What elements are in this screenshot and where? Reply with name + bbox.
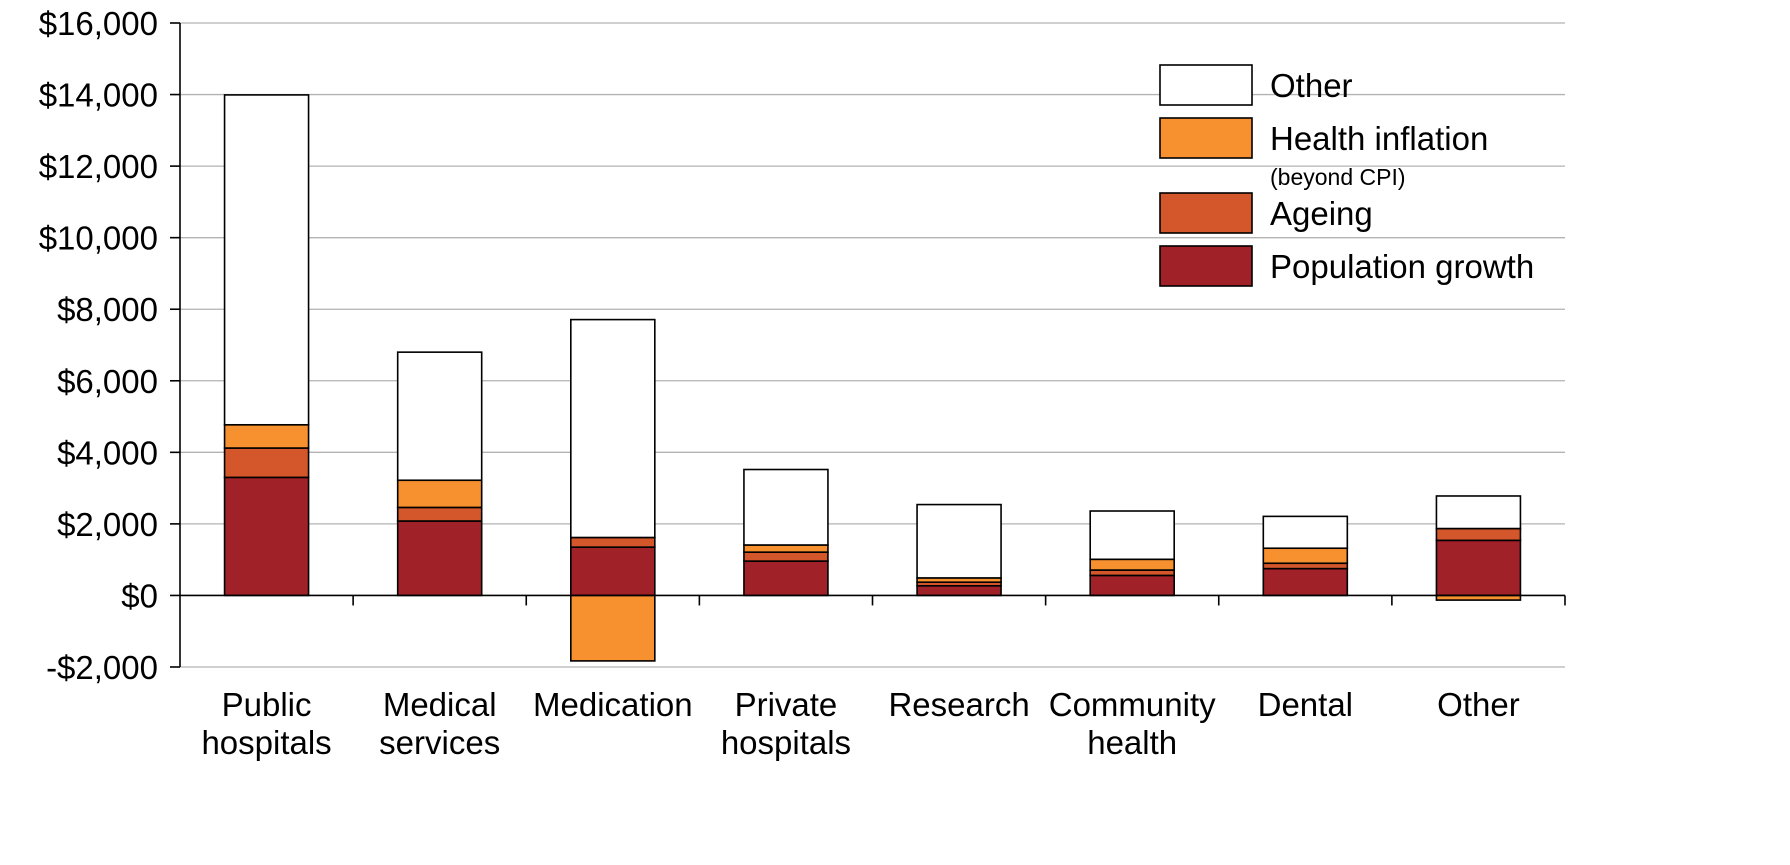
- bar-segment-population-growth-public-hospitals: [223, 476, 310, 597]
- bar-segment-ageing-dental: [1262, 562, 1349, 570]
- bar-segment-other-dental: [1262, 515, 1349, 550]
- bar-segment-ageing-public-hospitals: [223, 447, 310, 479]
- bar-segment-population-growth-dental: [1262, 567, 1349, 597]
- bar-segment-other-other: [1435, 495, 1522, 530]
- category-label: Other: [1437, 686, 1520, 723]
- category-label: Medical services: [379, 686, 500, 761]
- bar-segment-population-growth-medical-services: [396, 520, 483, 597]
- category-label: Private hospitals: [721, 686, 851, 761]
- category-label: Public hospitals: [201, 686, 331, 761]
- y-tick-label: $14,000: [39, 77, 158, 114]
- bar-segment-other-research: [916, 503, 1002, 579]
- bar-segment-ageing-other: [1435, 527, 1522, 542]
- y-tick-label: $4,000: [57, 434, 158, 471]
- legend-note: (beyond CPI): [1270, 164, 1406, 190]
- category-labels: Public hospitals Medical services Medication…: [201, 686, 1519, 761]
- y-tick-label: $0: [121, 577, 158, 614]
- bar-segment-ageing-medication: [570, 536, 656, 548]
- category-label: Dental: [1258, 686, 1353, 723]
- bar-segment-health-inflation-medical-services: [396, 479, 483, 509]
- category-label: Research: [888, 686, 1029, 723]
- y-tick-label: -$2,000: [46, 649, 158, 686]
- category-label: Community health: [1049, 686, 1216, 761]
- legend-label-health-inflation: Health inflation: [1270, 120, 1488, 157]
- legend: Other Health inflation (beyond CPI) Ageing P…: [1159, 64, 1534, 287]
- bar-segment-other-medical-services: [396, 351, 483, 482]
- bar-segment-other-private-hospitals: [743, 468, 829, 546]
- bar-segment-population-growth-other: [1435, 539, 1522, 597]
- axes: [170, 22, 1566, 668]
- bar-segment-population-growth-community-health: [1089, 574, 1175, 597]
- bar-segment-other-medication: [570, 318, 656, 539]
- bar-segment-population-growth-medication: [570, 546, 656, 597]
- legend-swatch-ageing: [1159, 192, 1253, 234]
- y-tick-label: $12,000: [39, 148, 158, 185]
- category-label: Medication: [533, 686, 693, 723]
- bar-segment-ageing-medical-services: [396, 506, 483, 522]
- bar-segment-other-community-health: [1089, 510, 1175, 561]
- legend-label-ageing: Ageing: [1270, 195, 1373, 232]
- bar-segment-health-inflation-public-hospitals: [223, 423, 310, 449]
- bar-segment-ageing-community-health: [1089, 569, 1175, 577]
- bar-segment-population-growth-private-hospitals: [743, 560, 829, 597]
- legend-swatch-health-inflation: [1159, 117, 1253, 159]
- y-tick-label: $16,000: [39, 5, 158, 42]
- bar-segment-population-growth-research: [916, 584, 1002, 597]
- legend-swatch-other: [1159, 64, 1253, 106]
- y-tick-label: $10,000: [39, 220, 158, 257]
- y-tick-label: $6,000: [57, 363, 158, 400]
- legend-label-other: Other: [1270, 67, 1353, 104]
- bar-segment-other-public-hospitals: [223, 94, 310, 426]
- bar-segment-ageing-private-hospitals: [743, 551, 829, 562]
- bar-segment-health-inflation-medication: [570, 594, 656, 662]
- legend-label-population-growth: Population growth: [1270, 248, 1534, 285]
- y-tick-label: $2,000: [57, 506, 158, 543]
- bar-segment-health-inflation-dental: [1262, 547, 1349, 565]
- y-tick-label: $8,000: [57, 291, 158, 328]
- bars: [223, 94, 1522, 662]
- legend-swatch-population-growth: [1159, 245, 1253, 287]
- bar-segment-health-inflation-private-hospitals: [743, 544, 829, 553]
- bar-segment-health-inflation-community-health: [1089, 558, 1175, 571]
- y-tick-labels: $16,000 $14,000 $12,000 $10,000 $8,000 $6,000…: [39, 5, 158, 686]
